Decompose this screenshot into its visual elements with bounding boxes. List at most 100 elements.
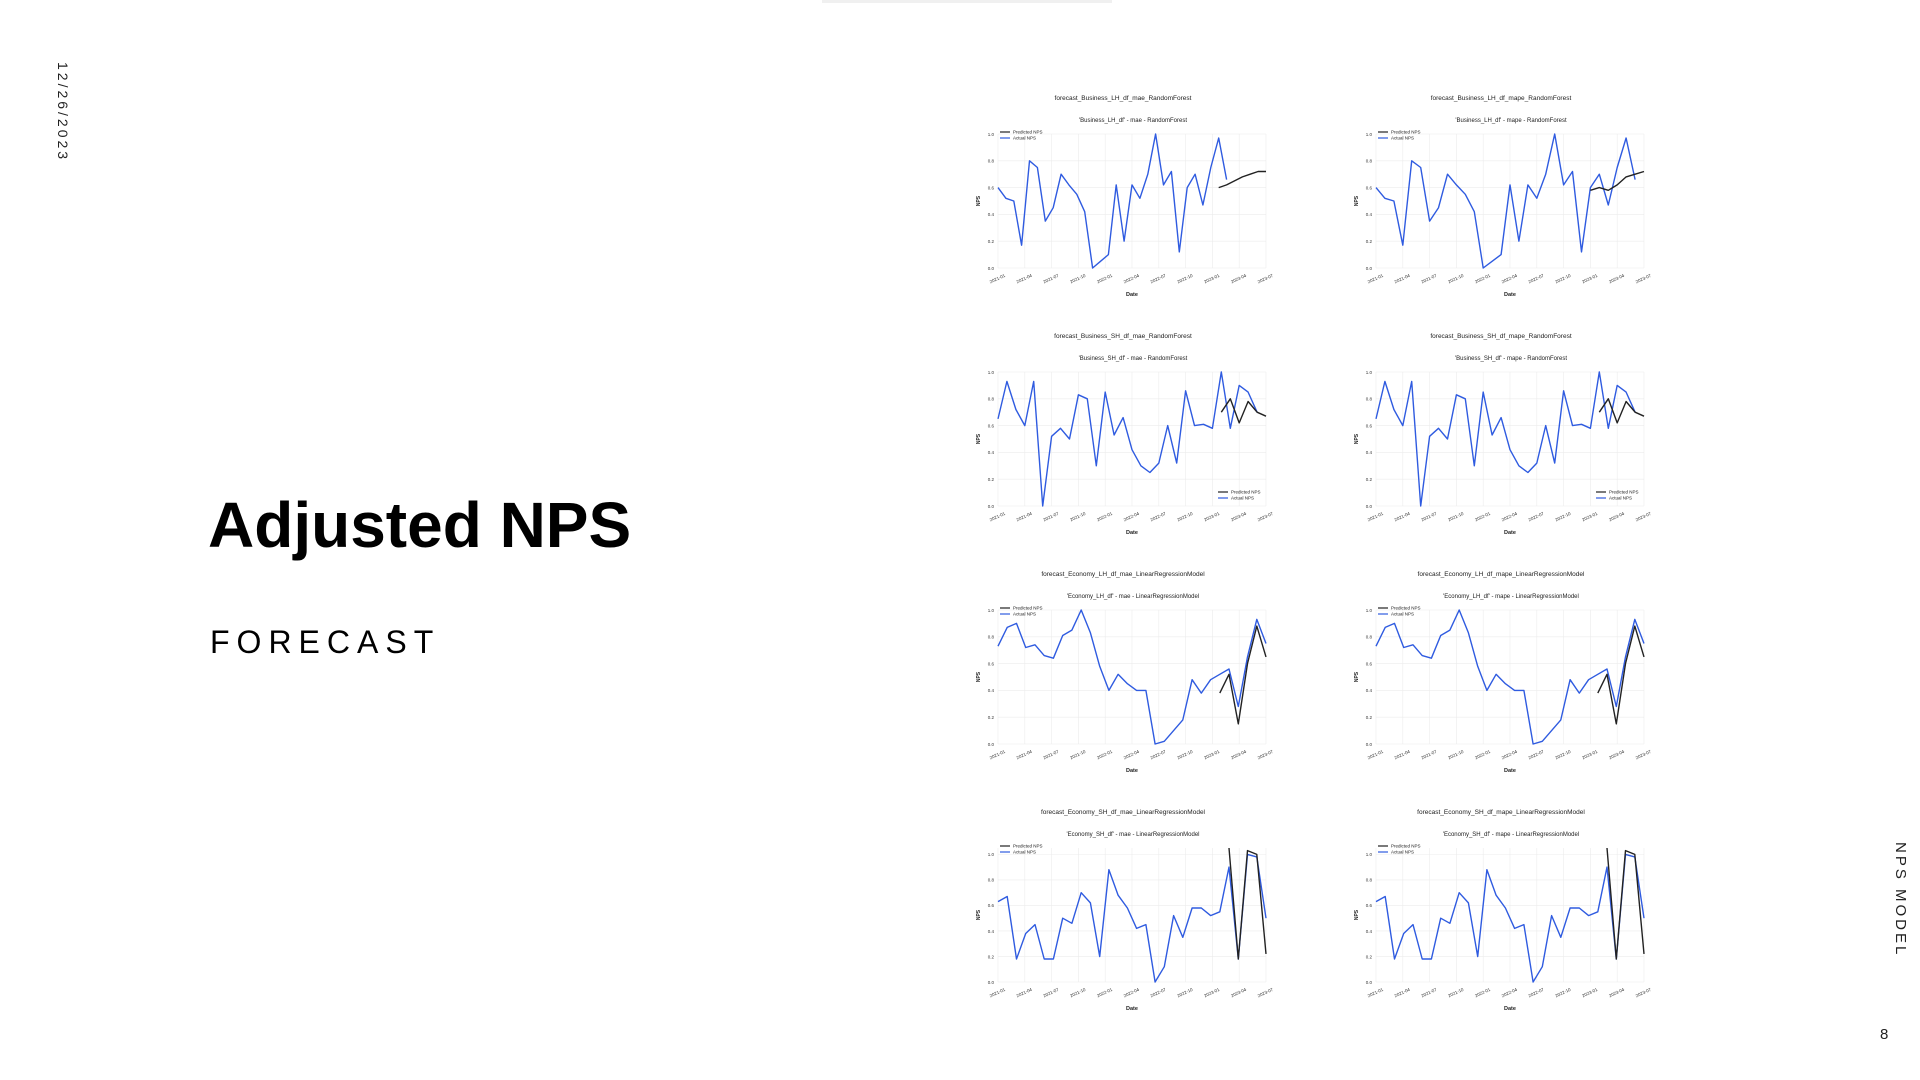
x-tick-label: 2021-07: [1420, 273, 1438, 285]
x-tick-label: 2023-07: [1257, 511, 1275, 523]
x-tick-label: 2021-07: [1042, 987, 1060, 999]
x-tick-label: 2021-04: [1016, 987, 1034, 999]
legend-label: Actual NPS: [1013, 850, 1036, 855]
x-tick-label: 2023-04: [1230, 987, 1248, 999]
x-tick-label: 2021-01: [989, 511, 1007, 523]
x-tick-label: 2023-01: [1581, 749, 1599, 761]
chart-panel-business-sh-mape: forecast_Business_SH_df_mape_RandomFores…: [1346, 330, 1656, 540]
x-axis-label: Date: [1504, 292, 1516, 298]
chart-title: forecast_Business_SH_df_mape_RandomFores…: [1430, 333, 1571, 340]
predicted-nps-line: [1220, 398, 1267, 424]
y-tick-label: 0.0: [988, 504, 995, 509]
x-tick-label: 2022-01: [1474, 987, 1492, 999]
x-tick-label: 2022-07: [1150, 749, 1168, 761]
x-tick-label: 2022-01: [1474, 511, 1492, 523]
y-tick-label: 0.6: [988, 423, 995, 428]
x-tick-label: 2022-04: [1501, 511, 1519, 523]
y-tick-label: 0.6: [1366, 661, 1373, 666]
x-tick-label: 2021-01: [1367, 987, 1385, 999]
x-tick-label: 2022-07: [1150, 273, 1168, 285]
x-tick-label: 2021-04: [1394, 273, 1412, 285]
y-tick-label: 0.6: [1366, 423, 1373, 428]
x-tick-label: 2021-01: [989, 273, 1007, 285]
legend-label: Actual NPS: [1391, 850, 1414, 855]
x-tick-label: 2022-07: [1528, 511, 1546, 523]
chart-panel-economy-sh-mae: forecast_Economy_SH_df_mae_LinearRegress…: [968, 806, 1278, 1016]
x-tick-label: 2023-04: [1608, 511, 1626, 523]
y-tick-label: 0.4: [1366, 450, 1373, 455]
x-axis-label: Date: [1504, 530, 1516, 536]
legend-label: Predicted NPS: [1609, 490, 1639, 495]
x-tick-label: 2022-10: [1554, 987, 1572, 999]
y-tick-label: 0.2: [988, 954, 995, 959]
x-tick-label: 2022-07: [1528, 987, 1546, 999]
y-tick-label: 0.4: [1366, 929, 1373, 934]
x-tick-label: 2023-07: [1635, 749, 1653, 761]
y-tick-label: 1.0: [988, 132, 995, 137]
x-tick-label: 2021-01: [1367, 511, 1385, 523]
x-tick-label: 2022-07: [1528, 273, 1546, 285]
x-tick-label: 2021-10: [1069, 749, 1087, 761]
actual-nps-line: [997, 853, 1267, 983]
y-tick-label: 0.4: [988, 688, 995, 693]
x-tick-label: 2021-04: [1394, 987, 1412, 999]
legend-label: Actual NPS: [1231, 496, 1254, 501]
y-tick-label: 0.2: [1366, 954, 1373, 959]
chart-svg: forecast_Business_LH_df_mae_RandomForest…: [976, 95, 1275, 298]
actual-nps-line: [1375, 371, 1636, 507]
chart-subtitle: 'Business_LH_df' - mape - RandomForest: [1455, 118, 1567, 124]
x-tick-label: 2022-10: [1176, 987, 1194, 999]
x-tick-label: 2022-10: [1554, 511, 1572, 523]
chart-subtitle: 'Business_LH_df' - mae - RandomForest: [1079, 118, 1187, 124]
x-tick-label: 2023-07: [1635, 511, 1653, 523]
legend-label: Predicted NPS: [1013, 844, 1043, 849]
x-tick-label: 2023-07: [1257, 987, 1275, 999]
x-tick-label: 2022-07: [1528, 749, 1546, 761]
chart-title: forecast_Business_LH_df_mape_RandomFores…: [1431, 95, 1572, 102]
predicted-nps-line: [1228, 847, 1267, 960]
actual-nps-line: [1375, 133, 1636, 269]
chart-panel-business-lh-mae: forecast_Business_LH_df_mae_RandomForest…: [968, 92, 1278, 302]
y-tick-label: 0.0: [1366, 980, 1373, 985]
y-tick-label: 0.8: [1366, 635, 1373, 640]
x-tick-label: 2023-07: [1635, 273, 1653, 285]
y-axis-label: NPS: [1354, 909, 1360, 920]
x-tick-label: 2023-04: [1608, 273, 1626, 285]
actual-nps-line: [997, 133, 1228, 269]
y-axis-label: NPS: [976, 671, 982, 682]
y-tick-label: 0.4: [988, 929, 995, 934]
x-tick-label: 2022-07: [1150, 987, 1168, 999]
x-tick-label: 2021-04: [1016, 511, 1034, 523]
chart-title: forecast_Economy_LH_df_mae_LinearRegress…: [1041, 571, 1205, 578]
y-axis-label: NPS: [976, 433, 982, 444]
x-tick-label: 2021-07: [1420, 749, 1438, 761]
x-tick-label: 2022-01: [1096, 273, 1114, 285]
x-tick-label: 2022-04: [1501, 749, 1519, 761]
chart-title: forecast_Business_SH_df_mae_RandomForest: [1054, 333, 1192, 340]
y-tick-label: 0.2: [1366, 239, 1373, 244]
x-tick-label: 2021-01: [1367, 749, 1385, 761]
actual-nps-line: [1375, 609, 1645, 745]
chart-panel-business-lh-mape: forecast_Business_LH_df_mape_RandomFores…: [1346, 92, 1656, 302]
legend-label: Actual NPS: [1013, 612, 1036, 617]
x-tick-label: 2022-10: [1554, 749, 1572, 761]
page-number: 8: [1880, 1026, 1889, 1043]
y-tick-label: 0.8: [1366, 159, 1373, 164]
y-tick-label: 0.0: [988, 742, 995, 747]
x-tick-label: 2022-04: [1501, 273, 1519, 285]
y-tick-label: 1.0: [988, 370, 995, 375]
x-tick-label: 2023-07: [1257, 273, 1275, 285]
chart-title: forecast_Economy_SH_df_mape_LinearRegres…: [1417, 809, 1585, 816]
x-tick-label: 2022-04: [1123, 273, 1141, 285]
x-tick-label: 2022-07: [1150, 511, 1168, 523]
x-tick-label: 2021-04: [1016, 749, 1034, 761]
y-tick-label: 1.0: [1366, 370, 1373, 375]
x-axis-label: Date: [1504, 1006, 1516, 1012]
chart-subtitle: 'Economy_LH_df' - mape - LinearRegressio…: [1443, 594, 1579, 600]
x-tick-label: 2023-04: [1608, 749, 1626, 761]
x-tick-label: 2022-10: [1554, 273, 1572, 285]
x-tick-label: 2023-04: [1230, 273, 1248, 285]
chart-subtitle: 'Economy_SH_df' - mape - LinearRegressio…: [1443, 832, 1579, 838]
actual-nps-line: [997, 371, 1258, 507]
y-tick-label: 0.8: [988, 397, 995, 402]
